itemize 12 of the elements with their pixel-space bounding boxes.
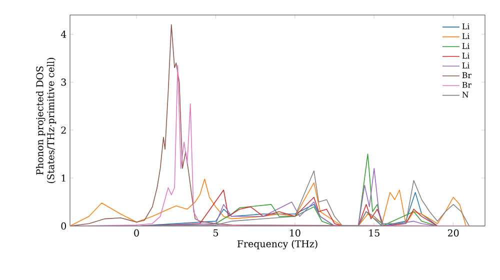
- y-tick-label: 0: [61, 222, 66, 230]
- x-tick-label: 5: [214, 229, 218, 236]
- y-axis-title: Phonon projected DOS (States/THz·primitive cell): [36, 58, 56, 184]
- x-tick-label: 0: [134, 229, 139, 237]
- x-tick-label: 20: [448, 229, 459, 237]
- y-tick-label: 2: [61, 126, 66, 134]
- y-tick-label: 3: [61, 78, 66, 86]
- y-tick-label: 4: [60, 30, 66, 38]
- y-tick-label: 1: [62, 174, 66, 182]
- x-tick-label: 15: [369, 229, 380, 237]
- x-axis-title: Frequency (THz): [237, 240, 318, 250]
- x-tick-label: 10: [290, 229, 300, 237]
